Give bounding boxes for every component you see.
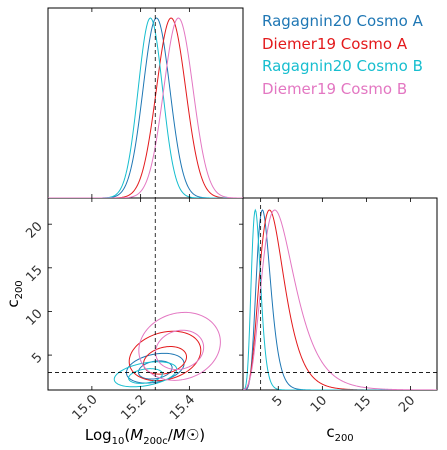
contour-1-2: [125, 352, 185, 384]
logm-curve-3: [48, 17, 243, 198]
legend-entry-1: Ragagnin20 Cosmo A: [262, 12, 423, 30]
c200-xtick-label-2: 10: [308, 393, 330, 415]
legend-entry-2: Diemer19 Cosmo A: [262, 34, 408, 53]
panel-logm-1d: [47, 7, 244, 199]
c200-ytick-label-4: 20: [23, 219, 45, 241]
c200-ytick-label-2: 10: [23, 307, 45, 329]
logm-curve-4: [48, 17, 243, 198]
contour-1-1: [137, 360, 173, 380]
c200-xtick-label-3: 15: [352, 393, 374, 415]
contour-4-1: [155, 329, 205, 370]
c200-x-axis-label: c200: [326, 423, 353, 444]
contour-2-2: [128, 330, 202, 382]
contour-4-2: [138, 311, 221, 381]
c200-ytick-label-3: 15: [23, 263, 45, 285]
c200-xtick-label-4: 20: [396, 393, 418, 415]
panel-c200-1d: [242, 197, 438, 391]
logm-tick-label-3: 15.4: [167, 392, 198, 423]
logm-tick-label-1: 15.0: [70, 392, 101, 423]
legend: Ragagnin20 Cosmo A Diemer19 Cosmo A Raga…: [262, 10, 423, 100]
contour-3-1: [128, 368, 163, 384]
c200-curve-3: [243, 208, 437, 390]
logm-axis-label: Log10(M200c/M☉): [85, 426, 205, 447]
c200-curve-4: [243, 209, 437, 390]
contour-2-1: [143, 346, 188, 375]
logm-curve-1: [48, 17, 243, 198]
logm-tick-label-2: 15.2: [118, 392, 149, 423]
legend-entry-3: Ragagnin20 Cosmo B: [262, 57, 423, 75]
c200-curve-1: [243, 209, 437, 390]
logm-curve-2: [48, 17, 243, 198]
c200-y-axis-label: c200: [4, 280, 25, 307]
c200-ytick-label-1: 5: [29, 350, 45, 366]
contour-3-2: [113, 361, 178, 388]
legend-entry-4: Diemer19 Cosmo B: [262, 79, 408, 98]
c200-xtick-label-1: 5: [270, 393, 286, 409]
